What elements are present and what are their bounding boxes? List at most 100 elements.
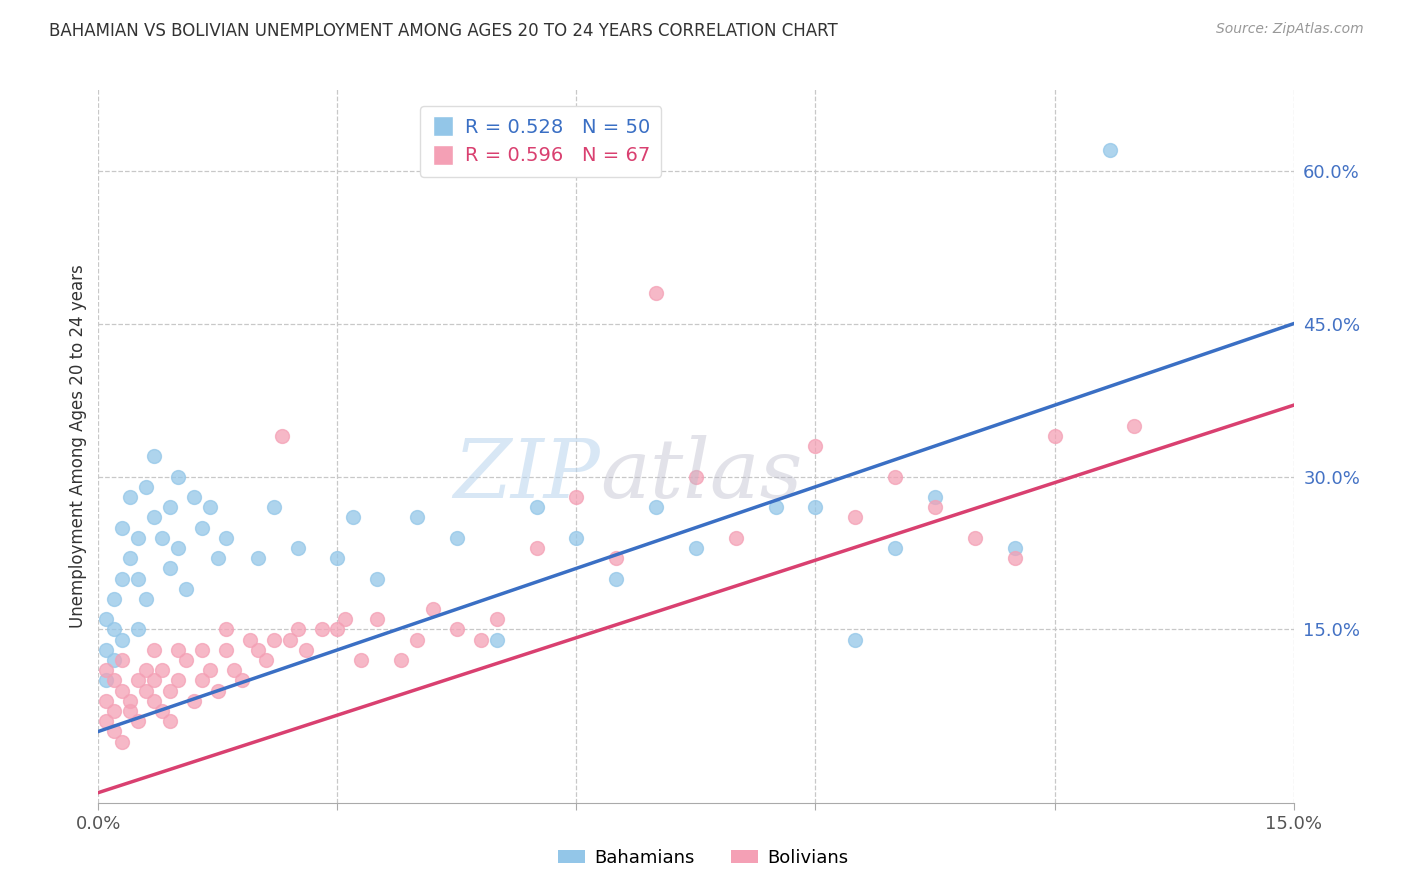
Point — [645, 286, 668, 301]
Point — [159, 500, 181, 515]
Point — [1043, 429, 1066, 443]
Point — [1004, 541, 1026, 555]
Point — [120, 551, 142, 566]
Point — [406, 510, 429, 524]
Point — [207, 551, 229, 566]
Point — [263, 500, 285, 515]
Point — [389, 653, 412, 667]
Point — [215, 623, 238, 637]
Point — [127, 673, 149, 688]
Point — [96, 663, 118, 677]
Point — [103, 653, 125, 667]
Point — [963, 531, 986, 545]
Point — [127, 623, 149, 637]
Point — [127, 572, 149, 586]
Point — [135, 663, 157, 677]
Point — [96, 694, 118, 708]
Point — [366, 612, 388, 626]
Point — [485, 632, 508, 647]
Point — [103, 591, 125, 606]
Point — [96, 673, 118, 688]
Point — [422, 602, 444, 616]
Point — [326, 551, 349, 566]
Point — [526, 541, 548, 555]
Point — [239, 632, 262, 647]
Point — [246, 551, 269, 566]
Point — [565, 490, 588, 504]
Point — [342, 510, 364, 524]
Y-axis label: Unemployment Among Ages 20 to 24 years: Unemployment Among Ages 20 to 24 years — [69, 264, 87, 628]
Point — [804, 500, 827, 515]
Point — [174, 653, 197, 667]
Point — [183, 490, 205, 504]
Point — [159, 683, 181, 698]
Point — [120, 490, 142, 504]
Point — [111, 520, 134, 534]
Point — [605, 572, 627, 586]
Point — [1004, 551, 1026, 566]
Point — [263, 632, 285, 647]
Point — [150, 704, 173, 718]
Point — [159, 561, 181, 575]
Point — [215, 643, 238, 657]
Point — [150, 663, 173, 677]
Point — [270, 429, 292, 443]
Point — [1123, 418, 1146, 433]
Point — [685, 469, 707, 483]
Point — [111, 734, 134, 748]
Point — [526, 500, 548, 515]
Point — [884, 469, 907, 483]
Point — [406, 632, 429, 647]
Point — [191, 643, 214, 657]
Point — [844, 510, 866, 524]
Point — [127, 714, 149, 729]
Point — [287, 541, 309, 555]
Point — [685, 541, 707, 555]
Legend: R = 0.528   N = 50, R = 0.596   N = 67: R = 0.528 N = 50, R = 0.596 N = 67 — [420, 106, 661, 178]
Point — [103, 623, 125, 637]
Point — [924, 500, 946, 515]
Text: Source: ZipAtlas.com: Source: ZipAtlas.com — [1216, 22, 1364, 37]
Point — [446, 531, 468, 545]
Point — [103, 673, 125, 688]
Point — [278, 632, 301, 647]
Point — [143, 510, 166, 524]
Point — [96, 643, 118, 657]
Point — [294, 643, 316, 657]
Text: atlas: atlas — [600, 434, 803, 515]
Point — [183, 694, 205, 708]
Point — [127, 531, 149, 545]
Point — [103, 704, 125, 718]
Point — [254, 653, 277, 667]
Point — [215, 531, 238, 545]
Point — [326, 623, 349, 637]
Point — [111, 572, 134, 586]
Text: ZIP: ZIP — [454, 434, 600, 515]
Point — [191, 520, 214, 534]
Point — [645, 500, 668, 515]
Point — [207, 683, 229, 698]
Point — [924, 490, 946, 504]
Point — [174, 582, 197, 596]
Point — [311, 623, 333, 637]
Point — [765, 500, 787, 515]
Point — [565, 531, 588, 545]
Point — [231, 673, 253, 688]
Point — [222, 663, 245, 677]
Point — [724, 531, 747, 545]
Point — [335, 612, 357, 626]
Point — [135, 683, 157, 698]
Point — [167, 643, 190, 657]
Point — [135, 591, 157, 606]
Point — [143, 449, 166, 463]
Point — [191, 673, 214, 688]
Point — [350, 653, 373, 667]
Point — [1099, 144, 1122, 158]
Point — [167, 469, 190, 483]
Point — [287, 623, 309, 637]
Point — [198, 500, 221, 515]
Point — [96, 612, 118, 626]
Point — [143, 694, 166, 708]
Point — [485, 612, 508, 626]
Point — [143, 673, 166, 688]
